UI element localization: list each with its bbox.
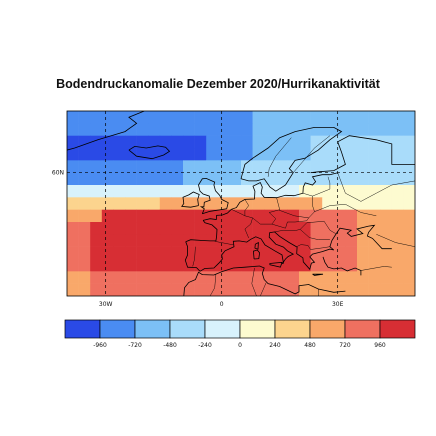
colorbar-label: 0 (238, 342, 242, 349)
colorbar (64, 319, 416, 339)
lon-label: 0 (220, 301, 224, 308)
colorbar-swatch (239, 319, 276, 339)
lat-label: 60N (52, 170, 64, 177)
map-frame (66, 110, 416, 297)
colorbar-labels: -960 -720 -480 -240 0 240 480 720 960 (93, 342, 386, 349)
colorbar-swatch (309, 319, 346, 339)
colorbar-swatch (169, 319, 206, 339)
colorbar-label: 480 (304, 342, 316, 349)
colorbar-swatch (379, 319, 416, 339)
colorbar-label: -720 (128, 342, 142, 349)
lon-label: 30W (99, 301, 113, 308)
colorbar-swatch (204, 319, 241, 339)
map-title: Bodendruckanomalie Dezember 2020/Hurrika… (56, 77, 380, 91)
graticule (67, 111, 415, 296)
colorbar-swatch (99, 319, 136, 339)
colorbar-swatch (64, 319, 101, 339)
colorbar-swatch (274, 319, 311, 339)
colorbar-swatch (344, 319, 381, 339)
colorbar-swatch (134, 319, 171, 339)
colorbar-label: -240 (198, 342, 212, 349)
colorbar-label: -960 (93, 342, 107, 349)
longitude-labels: 30W 0 30E (99, 301, 344, 308)
colorbar-label: 240 (269, 342, 281, 349)
lon-label: 30E (332, 301, 344, 308)
latitude-labels: 60N (52, 170, 64, 177)
anomaly-field (67, 111, 415, 296)
colorbar-label: 960 (374, 342, 386, 349)
colorbar-label: -480 (163, 342, 177, 349)
colorbar-label: 720 (339, 342, 351, 349)
